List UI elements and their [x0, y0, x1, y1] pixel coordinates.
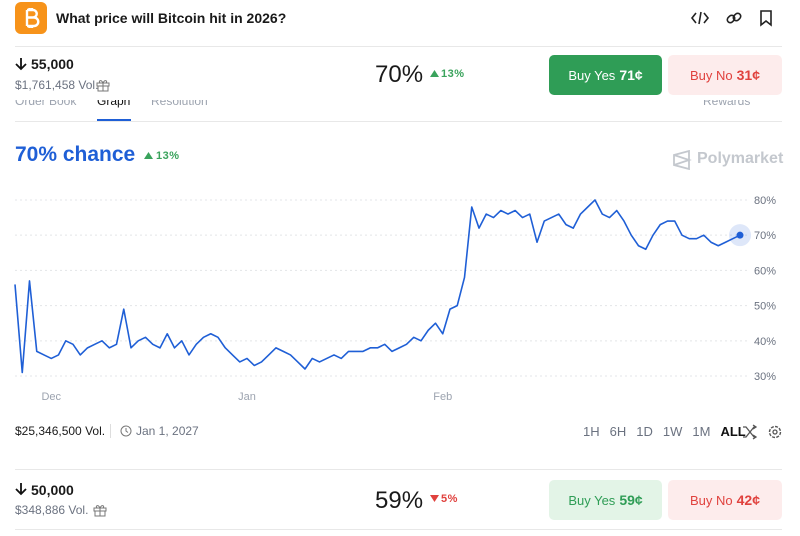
end-date: Jan 1, 2027	[136, 424, 199, 438]
market-volume: $1,761,458 Vol.	[15, 78, 99, 92]
market-chance: 59%	[375, 487, 424, 514]
divider	[15, 46, 782, 47]
x-tick-label: Dec	[41, 391, 61, 403]
bitcoin-icon	[15, 2, 47, 34]
total-volume: $25,346,500 Vol.	[15, 424, 106, 438]
end-point	[736, 231, 744, 239]
chart-tools[interactable]	[742, 424, 784, 440]
x-tick-label: Feb	[433, 391, 452, 403]
market-change: 13%	[441, 68, 465, 80]
divider	[15, 121, 782, 122]
range-button[interactable]: 1D	[636, 424, 653, 439]
y-tick-label: 30%	[754, 371, 776, 383]
range-selector: 1H 6H 1D 1W 1M ALL	[583, 424, 746, 439]
yes-price: 59¢	[619, 492, 643, 508]
buy-yes-label: Buy Yes	[568, 492, 616, 508]
market-chance: 70%	[375, 61, 424, 88]
no-price: 31¢	[736, 67, 760, 83]
clock-icon	[120, 425, 132, 437]
buy-yes-button[interactable]: Buy Yes 71¢	[549, 55, 662, 95]
buy-no-button[interactable]: Buy No 42¢	[668, 480, 782, 520]
polymarket-logo	[673, 150, 692, 170]
buy-no-label: Buy No	[690, 492, 733, 508]
y-tick-label: 60%	[754, 265, 776, 277]
brand: Polymarket	[697, 150, 784, 167]
y-tick-label: 80%	[754, 195, 776, 207]
gift-icon	[96, 80, 110, 92]
market-label: 50,000	[31, 482, 74, 498]
range-button[interactable]: 1W	[662, 424, 683, 439]
header-actions[interactable]	[690, 8, 780, 28]
y-tick-label: 50%	[754, 301, 776, 313]
line-series	[14, 199, 741, 374]
market-label: 55,000	[31, 56, 74, 72]
range-button[interactable]: 6H	[609, 424, 627, 439]
down-arrow	[15, 483, 27, 496]
y-tick-label: 40%	[754, 336, 776, 348]
gift-icon	[93, 505, 107, 517]
y-tick-label: 70%	[754, 230, 776, 242]
market-title: What price will Bitcoin hit in 2026?	[56, 10, 287, 26]
down-triangle	[430, 495, 439, 502]
market-change: 5%	[441, 493, 458, 505]
buy-no-label: Buy No	[690, 67, 733, 83]
tab-underline	[97, 119, 131, 121]
up-triangle	[430, 70, 439, 77]
up-triangle	[144, 152, 153, 159]
divider	[15, 469, 782, 470]
range-button[interactable]: ALL	[720, 424, 746, 439]
range-button[interactable]: 1M	[692, 424, 711, 439]
x-tick-label: Jan	[238, 391, 256, 403]
chart-change: 13%	[156, 150, 180, 162]
market-volume: $348,886 Vol.	[15, 503, 89, 517]
buy-yes-button[interactable]: Buy Yes 59¢	[549, 480, 662, 520]
separator	[110, 424, 111, 438]
no-price: 42¢	[736, 492, 760, 508]
chart-chance: 70% chance	[15, 143, 136, 166]
down-arrow	[15, 58, 27, 71]
yes-price: 71¢	[619, 67, 643, 83]
chart: 30% 40% 50% 60% 70% 80% Dec Jan Feb	[14, 195, 776, 403]
buy-no-button[interactable]: Buy No 31¢	[668, 55, 782, 95]
market-row: 50,000 $348,886 Vol. 59% 5% Buy Yes 59¢ B…	[0, 472, 800, 528]
buy-yes-label: Buy Yes	[568, 67, 616, 83]
divider	[15, 529, 782, 530]
market-row: 55,000 $1,761,458 Vol. 70% 13% Buy Yes 71…	[0, 48, 800, 100]
range-button[interactable]: 1H	[583, 424, 600, 439]
